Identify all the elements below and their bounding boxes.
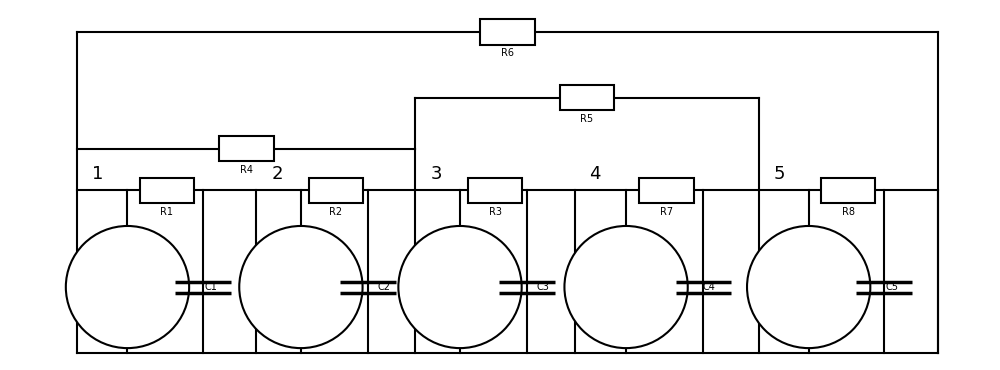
Text: C3: C3 (537, 282, 549, 292)
Text: R4: R4 (240, 165, 253, 175)
Ellipse shape (66, 226, 189, 348)
Bar (140, 178, 194, 203)
Text: C1: C1 (204, 282, 217, 292)
Text: +: + (296, 261, 306, 271)
Text: −: − (455, 302, 465, 312)
Text: +: + (621, 261, 631, 271)
Text: R7: R7 (660, 207, 673, 217)
Bar (468, 178, 522, 203)
Ellipse shape (564, 226, 688, 348)
Text: −: − (621, 302, 631, 312)
Text: 3: 3 (430, 165, 442, 183)
Text: R2: R2 (329, 207, 342, 217)
Bar (560, 85, 614, 110)
Text: C4: C4 (703, 282, 716, 292)
Text: +: + (804, 261, 813, 271)
Text: 1: 1 (92, 165, 104, 183)
Text: R5: R5 (580, 114, 594, 124)
Text: −: − (123, 302, 132, 312)
Bar (309, 178, 363, 203)
Text: −: − (296, 302, 306, 312)
Ellipse shape (398, 226, 522, 348)
Text: R6: R6 (501, 48, 514, 58)
Text: +: + (455, 261, 465, 271)
Bar (480, 19, 535, 45)
Bar (219, 136, 274, 161)
Text: 2: 2 (271, 165, 283, 183)
Ellipse shape (747, 226, 870, 348)
Text: C5: C5 (885, 282, 898, 292)
Ellipse shape (239, 226, 363, 348)
Text: −: − (804, 302, 813, 312)
Text: +: + (123, 261, 132, 271)
Text: R3: R3 (489, 207, 502, 217)
Text: R8: R8 (842, 207, 855, 217)
Text: 4: 4 (590, 165, 601, 183)
Text: 5: 5 (773, 165, 785, 183)
Bar (639, 178, 694, 203)
Bar (821, 178, 875, 203)
Text: C2: C2 (377, 282, 390, 292)
Text: R1: R1 (160, 207, 173, 217)
